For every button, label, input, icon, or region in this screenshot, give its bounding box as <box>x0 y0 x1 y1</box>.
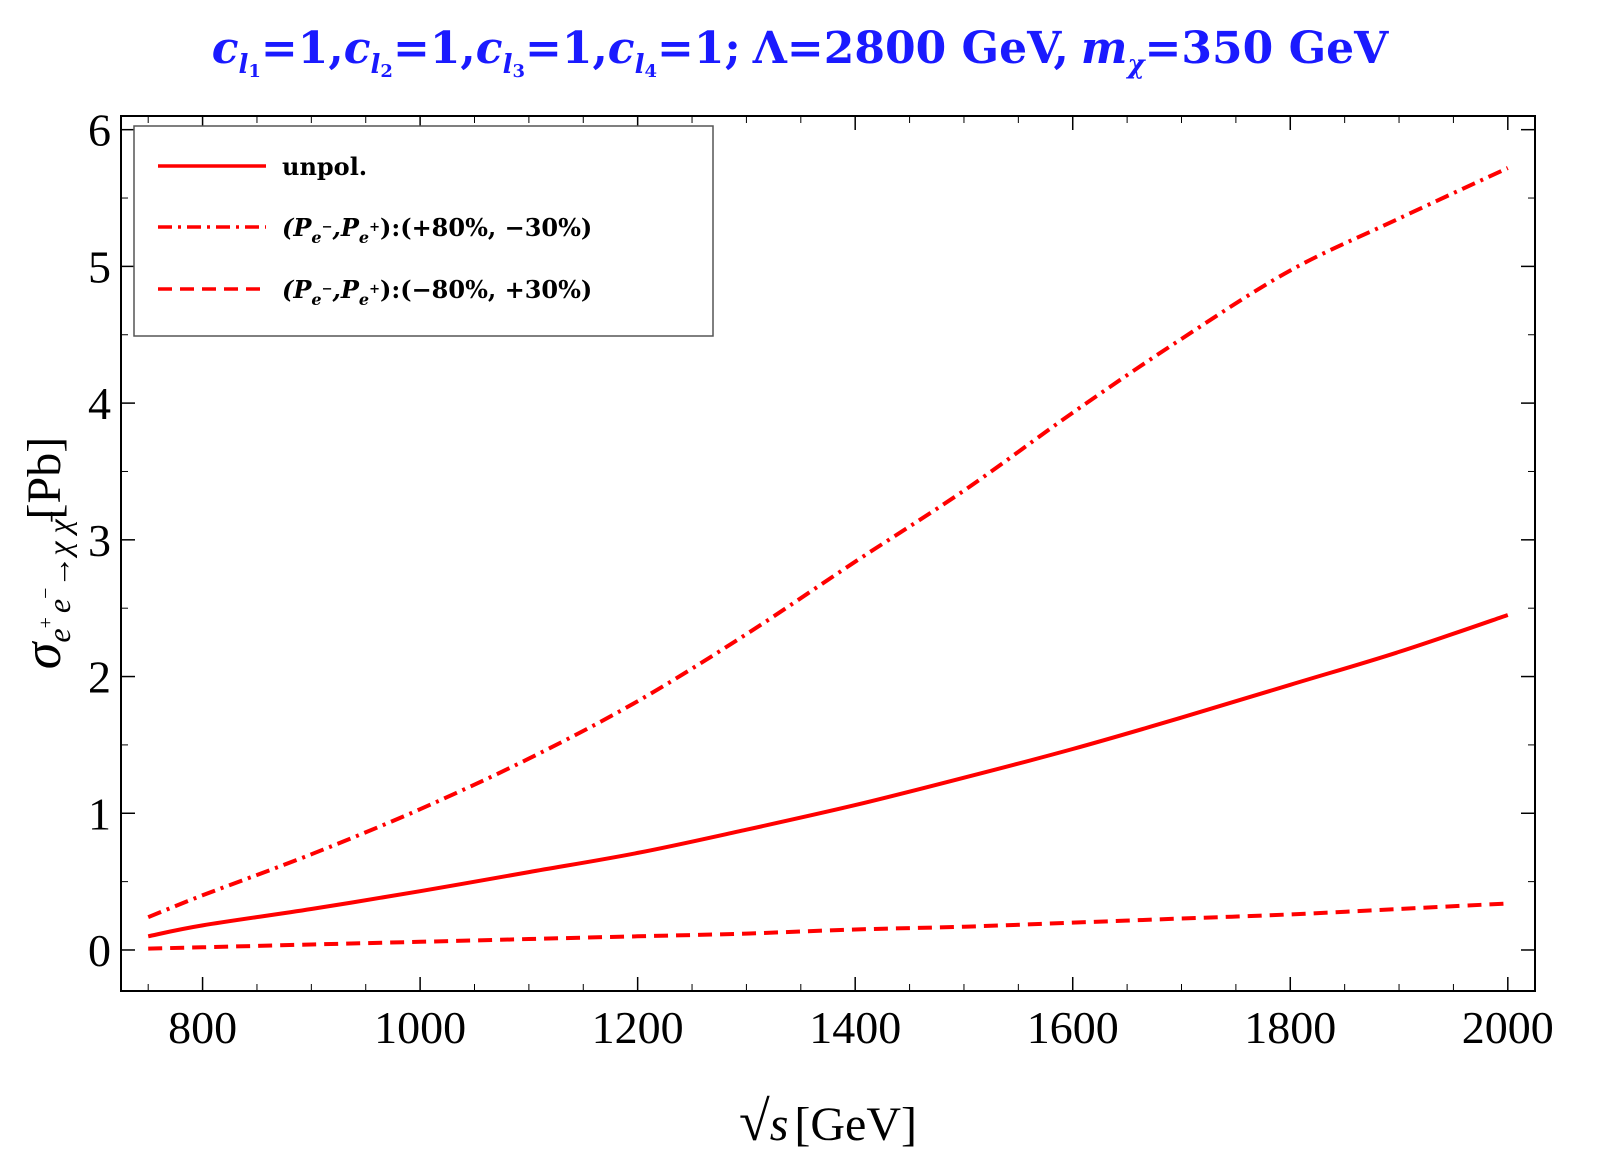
legend-box <box>133 125 714 337</box>
x-tick-label: 1000 <box>374 1002 466 1053</box>
x-tick-label: 1400 <box>809 1002 901 1053</box>
chart-title: cl1=1,cl2=1,cl3=1,cl4=1; Λ=2800 GeV, mχ=35… <box>212 23 1389 82</box>
legend-label-pol-plus: (Pe−,Pe+):(+80%, −30%) <box>282 213 592 247</box>
series-layer <box>147 166 1509 951</box>
x-tick-label: 2000 <box>1462 1002 1554 1053</box>
legend-label-pol-minus: (Pe−,Pe+):(−80%, +30%) <box>282 275 592 309</box>
y-tick-label: 5 <box>88 241 111 292</box>
legend-label-unpol: unpol. <box>282 152 367 181</box>
series-line-pol-minus80 <box>148 901 1508 951</box>
y-tick-label: 3 <box>88 515 111 566</box>
tick-labels: 800 1000 1200 1400 1600 1800 2000 0 1 2 3 4 5 6 <box>88 105 1554 1053</box>
legend: unpol. (Pe−,Pe+):(+80%, −30%) (Pe−,Pe+):… <box>133 125 714 337</box>
x-tick-label: 1800 <box>1244 1002 1336 1053</box>
x-tick-label: 800 <box>168 1002 237 1053</box>
y-tick-label: 6 <box>88 105 111 156</box>
plot-frame <box>120 115 1536 992</box>
y-tick-label: 2 <box>88 652 111 703</box>
x-tick-label: 1600 <box>1027 1002 1119 1053</box>
y-tick-label: 0 <box>88 925 111 976</box>
x-tick-label: 1200 <box>592 1002 684 1053</box>
x-axis-label: √s [GeV] <box>739 1091 917 1153</box>
y-tick-label: 4 <box>88 378 111 429</box>
y-axis-label: σe+e−→χ χ̄[Pb] <box>12 437 77 669</box>
series-line-pol-plus80 <box>147 166 1509 920</box>
series-line-unpol <box>147 613 1509 939</box>
y-tick-label: 1 <box>88 788 111 839</box>
